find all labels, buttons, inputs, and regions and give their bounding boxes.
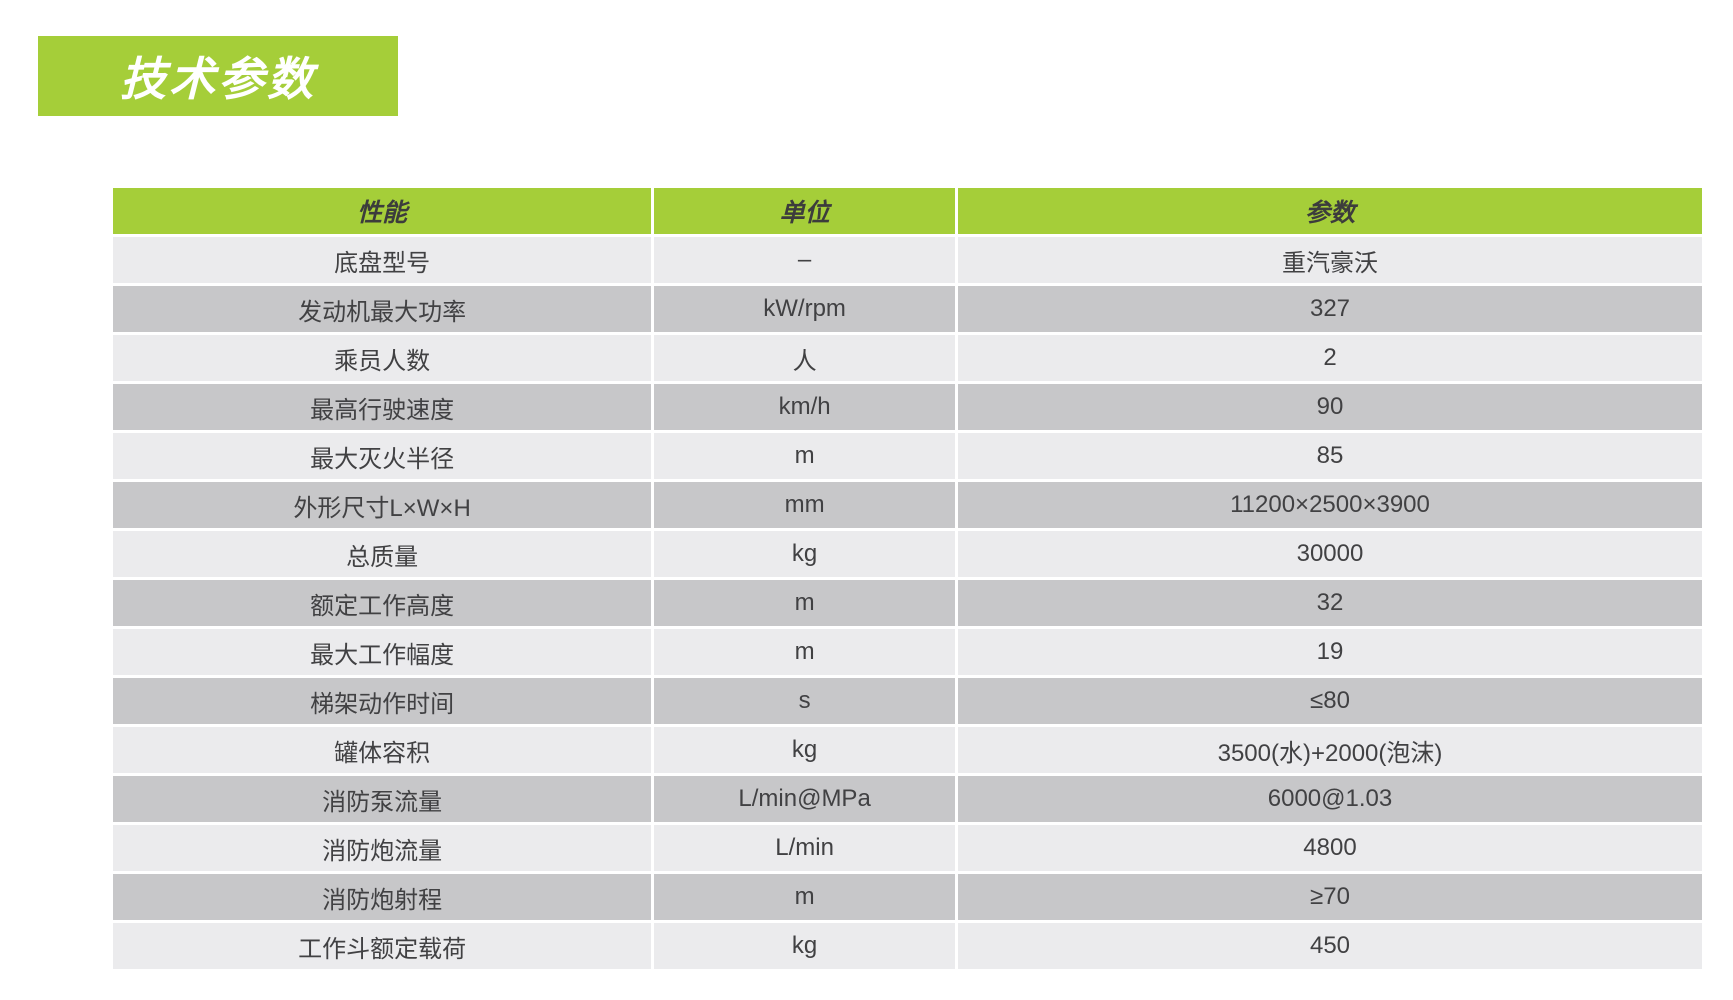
table-row: 最大灭火半径 m 85 — [113, 433, 1702, 479]
parameter-cell: 327 — [957, 286, 1702, 332]
parameter-cell: 4800 — [957, 825, 1702, 871]
parameter-cell: 重汽豪沃 — [957, 237, 1702, 283]
performance-cell: 消防炮流量 — [113, 825, 652, 871]
parameter-cell: 30000 — [957, 531, 1702, 577]
header-parameter: 参数 — [957, 188, 1702, 234]
table-row: 发动机最大功率 kW/rpm 327 — [113, 286, 1702, 332]
parameter-cell: 6000@1.03 — [957, 776, 1702, 822]
table-row: 消防炮流量 L/min 4800 — [113, 825, 1702, 871]
parameter-cell: 85 — [957, 433, 1702, 479]
unit-cell: m — [654, 433, 955, 479]
unit-cell: m — [654, 629, 955, 675]
performance-cell: 最大工作幅度 — [113, 629, 652, 675]
performance-cell: 消防泵流量 — [113, 776, 652, 822]
unit-cell: – — [654, 237, 955, 283]
performance-cell: 工作斗额定载荷 — [113, 923, 652, 969]
performance-cell: 额定工作高度 — [113, 580, 652, 626]
performance-cell: 最高行驶速度 — [113, 384, 652, 430]
unit-cell: m — [654, 580, 955, 626]
table-row: 外形尺寸L×W×H mm 11200×2500×3900 — [113, 482, 1702, 528]
unit-cell: kg — [654, 923, 955, 969]
table-header-row: 性能 单位 参数 — [113, 188, 1702, 234]
unit-cell: 人 — [654, 335, 955, 381]
unit-cell: kW/rpm — [654, 286, 955, 332]
unit-cell: m — [654, 874, 955, 920]
table-row: 梯架动作时间 s ≤80 — [113, 678, 1702, 724]
unit-cell: s — [654, 678, 955, 724]
performance-cell: 发动机最大功率 — [113, 286, 652, 332]
table-row: 乘员人数人 2 — [113, 335, 1702, 381]
table-row: 额定工作高度 m 32 — [113, 580, 1702, 626]
performance-cell: 底盘型号 — [113, 237, 652, 283]
parameter-cell: 11200×2500×3900 — [957, 482, 1702, 528]
table-row: 最大工作幅度 m 19 — [113, 629, 1702, 675]
spec-table: 性能 单位 参数 底盘型号 – 重汽豪沃 发动机最大功率 kW/rpm 327 乘员人数人 2… — [110, 185, 1705, 972]
table-row: 底盘型号 – 重汽豪沃 — [113, 237, 1702, 283]
header-performance: 性能 — [113, 188, 652, 234]
section-title: 技术参数 — [120, 53, 316, 105]
parameter-cell: ≤80 — [957, 678, 1702, 724]
parameter-cell: 3500(水)+2000(泡沫) — [957, 727, 1702, 773]
table-row: 总质量 kg 30000 — [113, 531, 1702, 577]
parameter-cell: 2 — [957, 335, 1702, 381]
performance-cell: 乘员人数 — [113, 335, 652, 381]
parameter-cell: 90 — [957, 384, 1702, 430]
performance-cell: 消防炮射程 — [113, 874, 652, 920]
header-unit: 单位 — [654, 188, 955, 234]
unit-cell: L/min@MPa — [654, 776, 955, 822]
unit-cell: L/min — [654, 825, 955, 871]
performance-cell: 罐体容积 — [113, 727, 652, 773]
performance-cell: 总质量 — [113, 531, 652, 577]
performance-cell: 梯架动作时间 — [113, 678, 652, 724]
performance-cell: 外形尺寸L×W×H — [113, 482, 652, 528]
unit-cell: kg — [654, 727, 955, 773]
table-row: 罐体容积 kg 3500(水)+2000(泡沫) — [113, 727, 1702, 773]
parameter-cell: ≥70 — [957, 874, 1702, 920]
table-row: 消防炮射程 m ≥70 — [113, 874, 1702, 920]
unit-cell: mm — [654, 482, 955, 528]
parameter-cell: 32 — [957, 580, 1702, 626]
section-title-banner: 技术参数 — [38, 36, 398, 116]
table-row: 工作斗额定载荷 kg 450 — [113, 923, 1702, 969]
unit-cell: kg — [654, 531, 955, 577]
table-row: 消防泵流量 L/min@MPa 6000@1.03 — [113, 776, 1702, 822]
performance-cell: 最大灭火半径 — [113, 433, 652, 479]
parameter-cell: 19 — [957, 629, 1702, 675]
parameter-cell: 450 — [957, 923, 1702, 969]
unit-cell: km/h — [654, 384, 955, 430]
table-row: 最高行驶速度 km/h 90 — [113, 384, 1702, 430]
